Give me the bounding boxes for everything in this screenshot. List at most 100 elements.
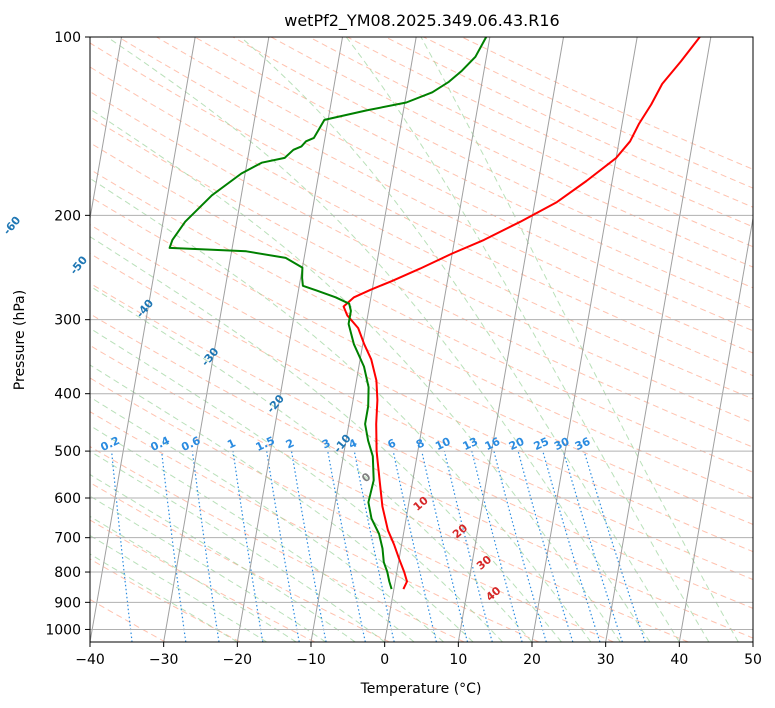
isotherm-line	[90, 37, 123, 222]
isotherm-line	[531, 37, 638, 642]
moist-adiabat-line	[90, 327, 503, 642]
x-tick-label: −40	[75, 652, 105, 668]
moist-adiabat-label: 20	[450, 521, 470, 541]
mixing-ratio-line	[562, 450, 623, 642]
y-tick-label: 400	[54, 387, 81, 403]
moist-adiabat-label: 40	[483, 584, 503, 604]
moist-adiabat-line	[90, 450, 385, 642]
y-tick-label: 800	[54, 565, 81, 581]
profiles	[168, 37, 701, 590]
moist-adiabat-line	[240, 37, 680, 642]
isotherm-line	[236, 37, 344, 642]
moist-adiabat-line	[90, 364, 474, 642]
y-tick-label: 900	[54, 595, 81, 611]
isotherm-line	[163, 37, 270, 642]
isotherm-line	[90, 37, 196, 642]
x-axis-label: Temperature (°C)	[360, 681, 482, 697]
dry-adiabat-line	[90, 282, 753, 609]
dry-adiabat-label: -40	[134, 297, 157, 321]
mixing-ratio-label: 20	[507, 435, 527, 453]
mixing-ratio-line	[266, 451, 300, 642]
dry-adiabat-label: -50	[67, 253, 90, 277]
y-tick-label: 100	[54, 30, 81, 46]
isotherm-line	[457, 37, 565, 642]
y-axis-label: Pressure (hPa)	[12, 290, 28, 390]
y-tick-label: 600	[54, 491, 81, 507]
x-tick-label: −30	[149, 652, 179, 668]
moist-adiabat-label: 10	[411, 494, 431, 514]
dry-adiabat-line	[90, 168, 753, 499]
mixing-ratio-line	[542, 450, 601, 642]
dry-adiabat-line	[90, 66, 753, 400]
y-tick-label: 1000	[45, 622, 81, 638]
mixing-ratio-line	[232, 451, 264, 642]
moist-adiabat-line	[90, 534, 268, 642]
y-axis: 100 200 300 400 500 600 700 800 900 1000	[45, 30, 90, 638]
dry-adiabat-line	[118, 37, 753, 354]
x-axis: −40 −30 −20 −10 0 10 20 30 40 50	[75, 642, 762, 668]
mixing-ratio-label: 10	[433, 435, 453, 453]
dry-adiabat-label: -60	[1, 214, 24, 238]
x-tick-label: −10	[296, 652, 326, 668]
isotherm-line	[605, 37, 712, 642]
x-tick-label: 0	[380, 652, 389, 668]
dry-adiabat-line	[90, 558, 241, 642]
y-tick-label: 700	[54, 531, 81, 547]
mixing-ratio-label: 16	[483, 435, 503, 453]
mixing-ratio-label: 1	[225, 436, 237, 451]
dry-adiabat-line	[90, 377, 614, 642]
moist-adiabat-line	[90, 553, 238, 642]
isotherm-line	[310, 37, 417, 642]
dry-adiabat-line	[90, 313, 753, 639]
mixing-ratio-label: 3	[320, 436, 332, 451]
moist-adiabat-line	[90, 285, 533, 642]
mixing-ratio-line	[443, 450, 493, 642]
dry-adiabat-line	[90, 519, 315, 642]
y-tick-label: 200	[54, 208, 81, 224]
mixing-ratio-label: 2	[284, 436, 296, 451]
mixing-ratio-line	[421, 450, 469, 642]
dry-adiabat-line	[232, 37, 753, 289]
mixing-ratio-line	[111, 451, 133, 642]
moist-adiabat-line	[90, 108, 621, 642]
background-lines	[90, 37, 753, 642]
x-tick-label: 50	[744, 652, 762, 668]
mixing-ratio-label: 36	[573, 435, 593, 453]
mixing-ratio-label: 25	[532, 435, 551, 453]
x-tick-label: 40	[670, 652, 688, 668]
y-tick-label: 500	[54, 444, 81, 460]
mixing-ratio-line	[392, 450, 437, 642]
dry-adiabat-line	[90, 252, 753, 581]
mixing-ratio-line	[583, 450, 646, 642]
x-tick-label: 30	[597, 652, 615, 668]
dry-adiabat-line	[156, 37, 753, 332]
dry-adiabat-line	[90, 42, 753, 377]
dry-adiabat-line	[90, 196, 753, 525]
dry-adiabat-line	[90, 91, 753, 424]
plot-frame	[89, 36, 754, 643]
moist-adiabat-line	[90, 396, 444, 642]
moist-adiabat-line	[420, 37, 739, 642]
mixing-ratio-label: 8	[414, 436, 426, 451]
isotherm-line	[752, 639, 753, 642]
dewpoint-profile-line	[168, 37, 488, 590]
temperature-profile-line	[342, 37, 701, 590]
dry-adiabat-line	[308, 37, 753, 248]
isotherm-line	[678, 215, 753, 642]
mixing-ratio-line	[493, 450, 547, 642]
x-tick-label: 10	[449, 652, 467, 668]
isotherm-line	[384, 37, 491, 642]
dry-adiabat-line	[461, 37, 753, 170]
mixing-ratio-line	[191, 451, 220, 642]
mixing-ratio-line	[327, 450, 366, 642]
dry-adiabat-line	[90, 598, 166, 642]
moist-adiabat-label: 0	[359, 470, 373, 485]
mixing-ratio-line	[290, 450, 327, 642]
moist-adiabat-line	[106, 37, 651, 642]
chart-title: wetPf2_YM08.2025.349.06.43.R16	[284, 11, 559, 31]
mixing-ratio-label: 30	[552, 435, 572, 453]
moist-adiabat-line	[90, 495, 326, 642]
moist-adiabat-line	[90, 473, 356, 642]
dry-adiabat-line	[385, 37, 753, 208]
